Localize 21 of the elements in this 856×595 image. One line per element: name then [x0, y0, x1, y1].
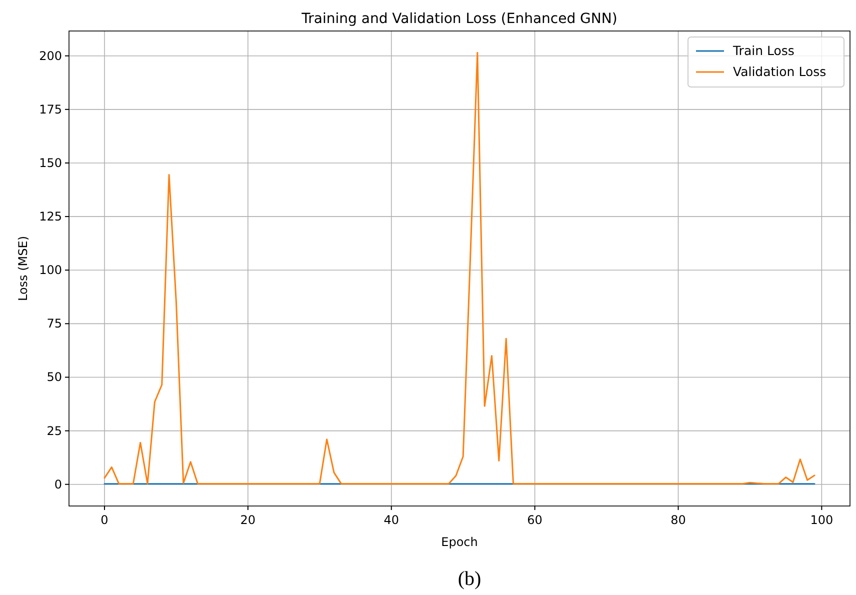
- text: (b): [458, 568, 482, 590]
- x-axis-title: Epoch: [441, 535, 478, 549]
- y-tick-label: 25: [46, 424, 62, 438]
- x-tick-label: 100: [810, 513, 834, 527]
- y-tick-label: 50: [46, 370, 62, 384]
- y-tick-label: 0: [54, 477, 62, 492]
- y-tick-label: 175: [39, 102, 62, 116]
- y-axis-title: Loss (MSE): [16, 236, 30, 302]
- x-tick-label: 40: [384, 513, 400, 527]
- y-tick-label: 200: [39, 48, 62, 63]
- x-tick-label: 20: [240, 513, 256, 527]
- chart-title: Training and Validation Loss (Enhanced GNN): [300, 11, 618, 27]
- legend-label: Validation Loss: [733, 64, 826, 79]
- x-tick-label: 60: [527, 513, 542, 527]
- y-tick-label: 125: [39, 210, 62, 224]
- y-tick-label: 150: [39, 156, 62, 170]
- y-tick-label: 75: [46, 316, 62, 331]
- y-tick-label: 100: [39, 263, 62, 278]
- x-tick-label: 0: [100, 513, 108, 527]
- x-tick-label: 80: [670, 513, 686, 527]
- legend-label: Train Loss: [732, 43, 794, 58]
